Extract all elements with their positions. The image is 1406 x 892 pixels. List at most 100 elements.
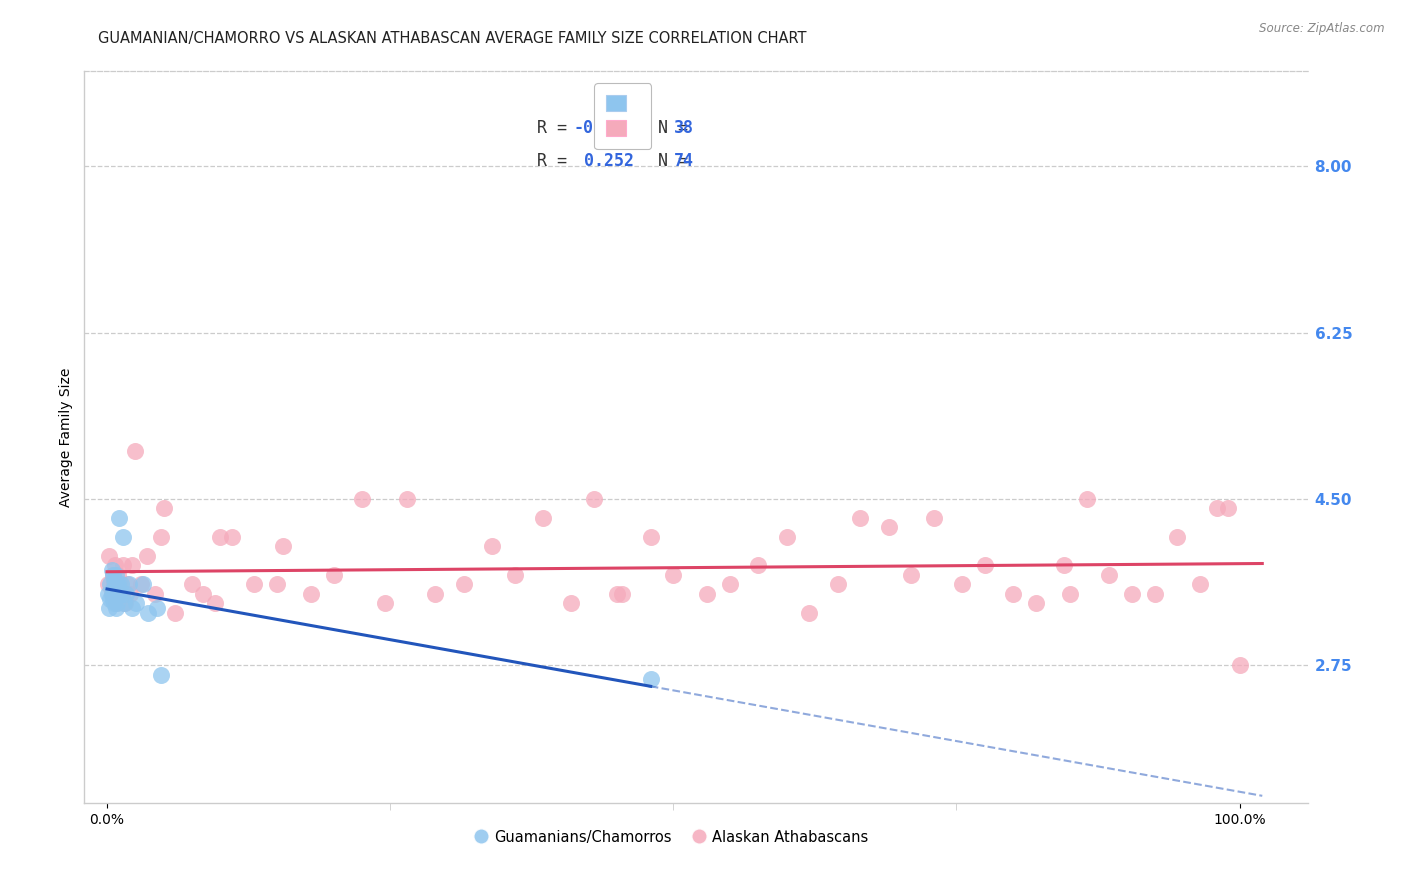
Point [111, 587, 134, 601]
Point [1166, 530, 1188, 544]
Point [640, 673, 662, 687]
Text: R =: R = [537, 120, 576, 137]
Point [124, 444, 146, 458]
Point [98, 549, 121, 563]
Point [101, 567, 124, 582]
Point [1002, 587, 1025, 601]
Point [100, 587, 122, 601]
Point [1229, 658, 1251, 673]
Point [111, 530, 134, 544]
Point [105, 577, 128, 591]
Point [373, 596, 395, 610]
Point [322, 567, 344, 582]
Text: R =: R = [537, 153, 586, 170]
Point [1143, 587, 1166, 601]
Point [1121, 587, 1143, 601]
Point [146, 601, 169, 615]
Point [105, 577, 128, 591]
Point [121, 558, 143, 573]
Point [105, 601, 128, 615]
Point [97, 577, 120, 591]
Point [877, 520, 900, 534]
Point [775, 530, 797, 544]
Point [973, 558, 995, 573]
Point [117, 577, 139, 591]
Point [107, 567, 129, 582]
Point [103, 577, 125, 591]
Point [221, 530, 243, 544]
Point [1076, 491, 1098, 506]
Point [118, 587, 141, 601]
Point [105, 587, 128, 601]
Point [101, 567, 124, 582]
Point [105, 596, 128, 610]
Point [97, 587, 120, 601]
Point [100, 591, 122, 606]
Point [243, 577, 266, 591]
Point [922, 511, 945, 525]
Point [900, 567, 922, 582]
Text: -0.425: -0.425 [574, 120, 634, 137]
Point [135, 549, 157, 563]
Point [136, 606, 159, 620]
Point [129, 577, 152, 591]
Point [747, 558, 769, 573]
Point [121, 601, 143, 615]
Text: 38: 38 [673, 120, 695, 137]
Point [560, 596, 582, 610]
Point [503, 567, 526, 582]
Point [425, 587, 447, 601]
Point [193, 587, 215, 601]
Point [101, 591, 124, 606]
Point [101, 582, 124, 596]
Point [1218, 501, 1240, 516]
Point [104, 587, 127, 601]
Point [105, 596, 128, 610]
Point [112, 596, 135, 610]
Point [350, 491, 373, 506]
Point [143, 587, 166, 601]
Point [115, 587, 138, 601]
Point [453, 577, 475, 591]
Point [104, 577, 127, 591]
Point [1025, 596, 1047, 610]
Point [108, 577, 131, 591]
Point [152, 501, 174, 516]
Point [103, 596, 125, 610]
Point [204, 596, 226, 610]
Point [98, 601, 121, 615]
Point [662, 567, 685, 582]
Point [583, 491, 606, 506]
Point [100, 563, 122, 577]
Text: 0.252: 0.252 [574, 153, 634, 170]
Point [163, 606, 186, 620]
Point [110, 577, 132, 591]
Point [1188, 577, 1211, 591]
Point [481, 539, 503, 553]
Point [640, 530, 662, 544]
Point [696, 587, 718, 601]
Point [612, 587, 634, 601]
Point [108, 511, 131, 525]
Text: N =: N = [638, 153, 699, 170]
Text: Source: ZipAtlas.com: Source: ZipAtlas.com [1260, 22, 1385, 36]
Point [104, 558, 127, 573]
Point [827, 577, 849, 591]
Point [100, 587, 122, 601]
Point [105, 567, 128, 582]
Text: GUAMANIAN/CHAMORRO VS ALASKAN ATHABASCAN AVERAGE FAMILY SIZE CORRELATION CHART: GUAMANIAN/CHAMORRO VS ALASKAN ATHABASCAN… [98, 31, 807, 46]
Point [107, 587, 129, 601]
Point [150, 530, 173, 544]
Point [111, 587, 134, 601]
Y-axis label: Average Family Size: Average Family Size [59, 368, 73, 507]
Point [100, 577, 122, 591]
Legend: Guamanians/Chamorros, Alaskan Athabascans: Guamanians/Chamorros, Alaskan Athabascan… [470, 823, 875, 850]
Point [266, 577, 288, 591]
Point [606, 587, 628, 601]
Point [104, 582, 127, 596]
Point [1053, 558, 1076, 573]
Point [849, 511, 872, 525]
Text: 74: 74 [673, 153, 695, 170]
Point [105, 587, 128, 601]
Point [132, 577, 155, 591]
